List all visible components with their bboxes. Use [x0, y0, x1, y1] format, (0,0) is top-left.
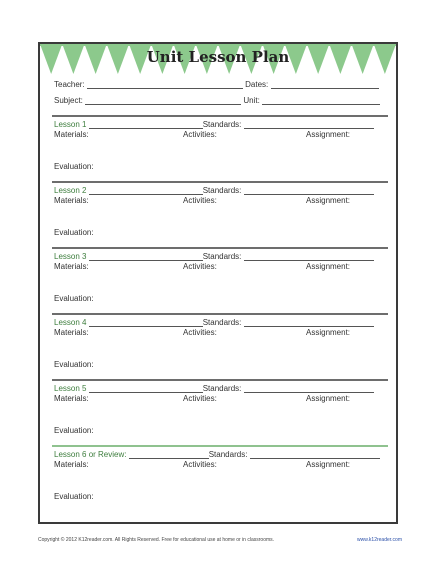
- subject-label: Subject:: [54, 96, 83, 105]
- teacher-dates-row: Teacher: Dates:: [54, 80, 379, 89]
- standards-label: Standards:: [208, 450, 248, 459]
- lesson-divider: [52, 445, 388, 447]
- lesson-divider: [52, 379, 388, 381]
- materials-label: Materials:: [54, 196, 89, 205]
- evaluation-label: Evaluation:: [54, 492, 94, 501]
- evaluation-label: Evaluation:: [54, 426, 94, 435]
- standards-field[interactable]: [243, 252, 374, 261]
- footer-copyright: Copyright © 2012 K12reader.com. All Righ…: [38, 537, 275, 543]
- materials-label: Materials:: [54, 262, 89, 271]
- standards-field[interactable]: [243, 384, 374, 393]
- lesson-header: Lesson 1 Standards:: [54, 120, 374, 129]
- pennant-flag: [151, 44, 174, 74]
- pennant-flag: [106, 44, 129, 74]
- lesson-block: Lesson 6 or Review: Standards: Materials…: [52, 445, 388, 509]
- evaluation-label: Evaluation:: [54, 162, 94, 171]
- lesson-name: Lesson 6 or Review:: [54, 450, 127, 459]
- activities-label: Activities:: [183, 460, 217, 469]
- evaluation-label: Evaluation:: [54, 360, 94, 369]
- subject-unit-row: Subject: Unit:: [54, 96, 381, 105]
- lesson-block: Lesson 2 Standards: Materials: Activitie…: [52, 181, 388, 245]
- materials-label: Materials:: [54, 460, 89, 469]
- pennant-flag: [329, 44, 352, 74]
- dates-field[interactable]: [270, 80, 379, 89]
- lesson-header: Lesson 6 or Review: Standards:: [54, 450, 380, 459]
- standards-field[interactable]: [249, 450, 380, 459]
- standards-label: Standards:: [202, 252, 242, 261]
- lesson-name: Lesson 3: [54, 252, 87, 261]
- standards-label: Standards:: [202, 318, 242, 327]
- lesson-divider: [52, 181, 388, 183]
- lesson-block: Lesson 1 Standards: Materials: Activitie…: [52, 115, 388, 179]
- lesson-header: Lesson 3 Standards:: [54, 252, 374, 261]
- lesson-title-field[interactable]: [88, 186, 203, 195]
- lesson-header: Lesson 2 Standards:: [54, 186, 374, 195]
- lesson-title-field[interactable]: [88, 120, 203, 129]
- lesson-name: Lesson 4: [54, 318, 87, 327]
- lesson-title-field[interactable]: [128, 450, 209, 459]
- pennant-flag: [129, 44, 152, 74]
- activities-label: Activities:: [183, 262, 217, 271]
- lesson-divider: [52, 313, 388, 315]
- lesson-name: Lesson 2: [54, 186, 87, 195]
- dates-label: Dates:: [245, 80, 269, 89]
- pennant-flag: [284, 44, 307, 74]
- pennant-flag: [307, 44, 330, 74]
- lesson-header: Lesson 5 Standards:: [54, 384, 374, 393]
- pennant-flag: [218, 44, 241, 74]
- worksheet-frame: Unit Lesson Plan Teacher: Dates: Subject…: [38, 42, 398, 524]
- teacher-field[interactable]: [86, 80, 243, 89]
- lesson-block: Lesson 4 Standards: Materials: Activitie…: [52, 313, 388, 377]
- standards-field[interactable]: [243, 120, 374, 129]
- standards-label: Standards:: [202, 186, 242, 195]
- lesson-header: Lesson 4 Standards:: [54, 318, 374, 327]
- activities-label: Activities:: [183, 328, 217, 337]
- standards-field[interactable]: [243, 318, 374, 327]
- unit-label: Unit:: [243, 96, 260, 105]
- lesson-name: Lesson 1: [54, 120, 87, 129]
- pennant-flag: [173, 44, 196, 74]
- assignment-label: Assignment:: [306, 196, 351, 205]
- evaluation-label: Evaluation:: [54, 228, 94, 237]
- assignment-label: Assignment:: [306, 328, 351, 337]
- materials-label: Materials:: [54, 394, 89, 403]
- pennant-flag: [262, 44, 285, 74]
- pennant-flag: [84, 44, 107, 74]
- lesson-name: Lesson 5: [54, 384, 87, 393]
- activities-label: Activities:: [183, 130, 217, 139]
- lesson-title-field[interactable]: [88, 384, 203, 393]
- pennant-flag: [351, 44, 374, 74]
- standards-field[interactable]: [243, 186, 374, 195]
- materials-label: Materials:: [54, 328, 89, 337]
- pennant-flag: [373, 44, 396, 74]
- unit-field[interactable]: [262, 96, 381, 105]
- standards-label: Standards:: [202, 120, 242, 129]
- assignment-label: Assignment:: [306, 460, 351, 469]
- activities-label: Activities:: [183, 394, 217, 403]
- lesson-title-field[interactable]: [88, 252, 203, 261]
- lesson-divider: [52, 247, 388, 249]
- teacher-label: Teacher:: [54, 80, 85, 89]
- pennant-flag: [40, 44, 63, 74]
- pennant-flag: [62, 44, 85, 74]
- lesson-title-field[interactable]: [88, 318, 203, 327]
- assignment-label: Assignment:: [306, 262, 351, 271]
- pennant-banner: [40, 44, 396, 74]
- subject-field[interactable]: [85, 96, 242, 105]
- evaluation-label: Evaluation:: [54, 294, 94, 303]
- lesson-divider: [52, 115, 388, 117]
- lesson-block: Lesson 5 Standards: Materials: Activitie…: [52, 379, 388, 443]
- lesson-block: Lesson 3 Standards: Materials: Activitie…: [52, 247, 388, 311]
- page-title: Unit Lesson Plan: [146, 48, 290, 66]
- assignment-label: Assignment:: [306, 130, 351, 139]
- activities-label: Activities:: [183, 196, 217, 205]
- footer-url[interactable]: www.k12reader.com: [356, 537, 402, 543]
- pennant-flag: [240, 44, 263, 74]
- materials-label: Materials:: [54, 130, 89, 139]
- standards-label: Standards:: [202, 384, 242, 393]
- assignment-label: Assignment:: [306, 394, 351, 403]
- pennant-flag: [195, 44, 218, 74]
